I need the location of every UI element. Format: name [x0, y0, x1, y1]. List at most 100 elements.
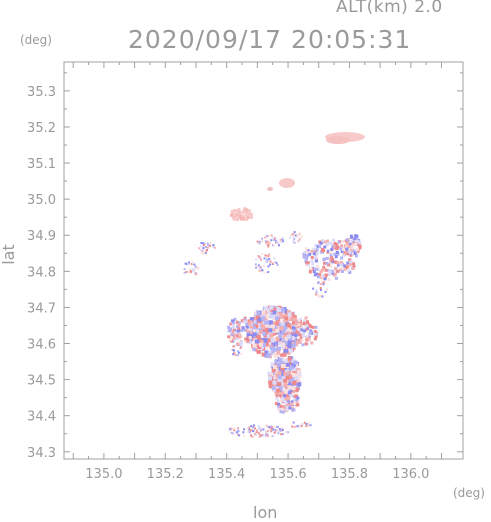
- echo-cell: [284, 431, 287, 434]
- echo-cell: [317, 275, 320, 279]
- echo-cell: [230, 427, 233, 430]
- echo-cell: [281, 323, 286, 328]
- echo-cell: [249, 331, 253, 335]
- echo-cell: [315, 289, 318, 292]
- echo-cell: [289, 348, 293, 353]
- echo-cell: [254, 320, 259, 325]
- echo-cell: [207, 244, 210, 247]
- echo-cell: [235, 217, 239, 221]
- echo-cell: [241, 328, 245, 332]
- echo-cell: [231, 216, 235, 219]
- echo-cell: [256, 350, 261, 354]
- y-tick-label: 34.7: [27, 301, 56, 316]
- echo-cell: [243, 428, 245, 431]
- echo-cell: [235, 320, 239, 324]
- echo-cell: [266, 240, 269, 243]
- echo-cell: [297, 382, 302, 387]
- echo-cell: [322, 240, 326, 244]
- echo-cell: [265, 234, 268, 237]
- echo-cell: [264, 240, 267, 243]
- echo-cell: [336, 252, 340, 256]
- echo-cell: [321, 295, 324, 298]
- echo-cell: [275, 336, 280, 341]
- echo-cell: [275, 316, 280, 321]
- echo-cell: [250, 425, 253, 428]
- echo-cell: [275, 241, 277, 244]
- x-tick-label: 135.4: [208, 467, 245, 482]
- echo-cell: [241, 326, 245, 330]
- echo-cell: [358, 243, 361, 247]
- echo-cell: [282, 389, 285, 393]
- echo-cell: [275, 328, 280, 333]
- echo-cell: [183, 268, 186, 271]
- echo-cell: [292, 329, 296, 333]
- echo-cell: [285, 375, 290, 380]
- echo-cell: [258, 269, 261, 272]
- echo-cell: [277, 336, 282, 341]
- echo-cell: [188, 261, 190, 264]
- echo-cell: [286, 310, 291, 314]
- echo-cell: [263, 306, 268, 311]
- echo-cell: [279, 370, 284, 375]
- echo-cell: [355, 234, 359, 238]
- echo-cell: [312, 270, 316, 273]
- echo-cell: [346, 241, 350, 245]
- echo-cell: [270, 308, 275, 313]
- echo-cell: [264, 345, 269, 350]
- echo-cell: [274, 237, 276, 240]
- echo-cell: [287, 312, 292, 317]
- echo-cell: [287, 431, 290, 434]
- echo-cell: [290, 233, 293, 236]
- echo-cell: [236, 350, 239, 353]
- echo-cell: [315, 251, 319, 255]
- echo-cell: [272, 352, 277, 357]
- echo-cell: [246, 213, 249, 217]
- echo-cell: [241, 217, 245, 220]
- echo-cell: [252, 426, 254, 429]
- echo-cell: [261, 270, 264, 273]
- echo-cell: [205, 246, 207, 248]
- echo-cell: [284, 349, 289, 353]
- echo-patch: [279, 178, 295, 188]
- echo-cell: [280, 321, 285, 326]
- echo-cell: [314, 253, 318, 257]
- echo-cell: [283, 378, 288, 383]
- echo-cell: [267, 271, 270, 274]
- echo-cell: [326, 287, 328, 290]
- echo-cell: [292, 320, 296, 325]
- echo-cell: [341, 269, 345, 273]
- echo-cell: [278, 358, 283, 363]
- echo-cell: [340, 249, 344, 253]
- echo-cell: [302, 319, 306, 323]
- echo-cell: [291, 376, 296, 381]
- echo-cell: [237, 351, 240, 354]
- echo-cell: [254, 433, 257, 436]
- echo-cell: [227, 329, 231, 333]
- echo-cell: [320, 268, 324, 272]
- echo-cell: [273, 239, 276, 241]
- echo-cell: [295, 234, 297, 237]
- echo-cell: [288, 406, 292, 410]
- echo-cell: [309, 325, 313, 329]
- echo-cell: [266, 350, 271, 355]
- echo-cell: [279, 410, 283, 414]
- echo-cell: [314, 249, 318, 253]
- echo-cell: [293, 238, 296, 241]
- echo-cell: [354, 243, 358, 246]
- echo-cell: [202, 247, 205, 250]
- echo-cell: [230, 213, 234, 217]
- echo-cell: [266, 433, 269, 436]
- echo-cell: [352, 262, 355, 266]
- echo-cell: [304, 425, 307, 428]
- echo-cell: [296, 403, 300, 407]
- echo-cell: [302, 334, 305, 338]
- echo-cell: [269, 260, 272, 263]
- echo-cell: [282, 433, 284, 435]
- echo-cell: [300, 328, 304, 332]
- echo-cell: [339, 263, 343, 267]
- echo-cell: [311, 325, 315, 329]
- echo-cell: [271, 429, 274, 431]
- echo-cell: [250, 334, 254, 338]
- echo-cell: [300, 339, 304, 342]
